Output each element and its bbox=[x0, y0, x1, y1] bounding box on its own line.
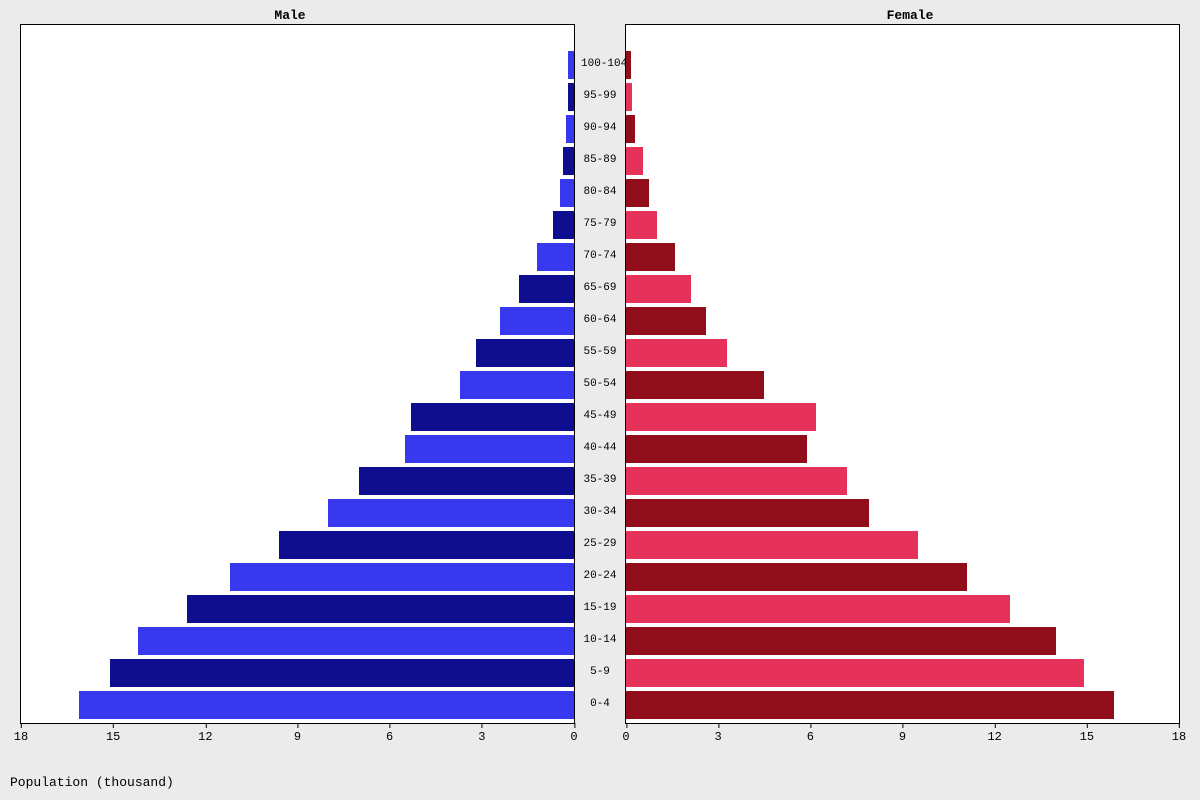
age-group-label: 90-94 bbox=[581, 122, 619, 134]
age-group-label: 75-79 bbox=[581, 218, 619, 230]
age-group-label: 65-69 bbox=[581, 282, 619, 294]
female-bar bbox=[626, 211, 657, 239]
female-bar bbox=[626, 691, 1114, 719]
male-bar bbox=[560, 179, 574, 207]
x-tick: 6 bbox=[386, 730, 393, 744]
female-bar bbox=[626, 467, 847, 495]
male-bar bbox=[519, 275, 574, 303]
x-tick: 9 bbox=[294, 730, 301, 744]
x-tick: 6 bbox=[807, 730, 814, 744]
age-group-label: 60-64 bbox=[581, 314, 619, 326]
female-bar bbox=[626, 115, 635, 143]
x-tick: 15 bbox=[106, 730, 120, 744]
age-labels-column: 0-4 5-9 10-14 15-19 20-24 25-29 30-34 35-39 40-4… bbox=[581, 24, 619, 724]
female-bar bbox=[626, 435, 807, 463]
x-tick: 0 bbox=[622, 730, 629, 744]
female-bar bbox=[626, 339, 727, 367]
age-group-label: 100-104 bbox=[581, 58, 619, 70]
male-bar bbox=[405, 435, 574, 463]
x-tick: 18 bbox=[1172, 730, 1186, 744]
x-tick: 3 bbox=[478, 730, 485, 744]
age-group-label: 30-34 bbox=[581, 506, 619, 518]
male-bar bbox=[568, 51, 574, 79]
male-bar bbox=[187, 595, 574, 623]
female-bar bbox=[626, 83, 632, 111]
male-bar bbox=[500, 307, 574, 335]
female-plot-area bbox=[625, 24, 1180, 724]
age-group-label: 10-14 bbox=[581, 634, 619, 646]
age-group-label: 35-39 bbox=[581, 474, 619, 486]
x-tick: 9 bbox=[899, 730, 906, 744]
female-bar bbox=[626, 531, 918, 559]
age-group-label: 95-99 bbox=[581, 90, 619, 102]
age-group-label: 70-74 bbox=[581, 250, 619, 262]
female-bar bbox=[626, 403, 816, 431]
age-group-label: 80-84 bbox=[581, 186, 619, 198]
male-plot-area bbox=[20, 24, 575, 724]
female-bar bbox=[626, 659, 1084, 687]
age-group-label: 20-24 bbox=[581, 570, 619, 582]
x-tick: 3 bbox=[715, 730, 722, 744]
male-bar bbox=[138, 627, 574, 655]
male-x-axis: 1815129630 bbox=[20, 724, 575, 748]
x-tick: 15 bbox=[1080, 730, 1094, 744]
female-bar bbox=[626, 275, 691, 303]
male-bar bbox=[568, 83, 574, 111]
male-bar bbox=[110, 659, 574, 687]
male-bar bbox=[553, 211, 575, 239]
male-bar bbox=[537, 243, 574, 271]
x-axis-label: Population (thousand) bbox=[10, 775, 174, 790]
x-tick: 0 bbox=[570, 730, 577, 744]
female-bar bbox=[626, 147, 643, 175]
male-bar bbox=[476, 339, 574, 367]
age-group-label: 50-54 bbox=[581, 378, 619, 390]
age-group-label: 55-59 bbox=[581, 346, 619, 358]
male-bar bbox=[411, 403, 574, 431]
female-title: Female bbox=[620, 8, 1200, 23]
female-bar bbox=[626, 307, 706, 335]
x-tick: 12 bbox=[987, 730, 1001, 744]
female-bar bbox=[626, 627, 1056, 655]
female-bar bbox=[626, 595, 1010, 623]
age-group-label: 15-19 bbox=[581, 602, 619, 614]
female-x-axis: 0369121518 bbox=[625, 724, 1180, 748]
male-bar bbox=[230, 563, 574, 591]
age-group-label: 5-9 bbox=[581, 666, 619, 678]
male-bar bbox=[279, 531, 574, 559]
female-bar bbox=[626, 243, 675, 271]
male-bar bbox=[460, 371, 574, 399]
female-bar bbox=[626, 563, 967, 591]
x-tick: 12 bbox=[198, 730, 212, 744]
female-bar bbox=[626, 51, 631, 79]
age-group-label: 40-44 bbox=[581, 442, 619, 454]
age-group-label: 25-29 bbox=[581, 538, 619, 550]
male-bar bbox=[79, 691, 574, 719]
male-bar bbox=[359, 467, 574, 495]
male-bar bbox=[328, 499, 574, 527]
population-pyramid-chart: Male Female 0-45-910-1415-1920-2425-2930… bbox=[0, 0, 1200, 800]
female-bar bbox=[626, 371, 764, 399]
age-group-label: 85-89 bbox=[581, 154, 619, 166]
age-group-label: 45-49 bbox=[581, 410, 619, 422]
female-bar bbox=[626, 179, 649, 207]
male-bar bbox=[563, 147, 574, 175]
x-tick: 18 bbox=[14, 730, 28, 744]
male-bar bbox=[566, 115, 574, 143]
age-group-label: 0-4 bbox=[581, 698, 619, 710]
female-bar bbox=[626, 499, 869, 527]
male-title: Male bbox=[0, 8, 580, 23]
